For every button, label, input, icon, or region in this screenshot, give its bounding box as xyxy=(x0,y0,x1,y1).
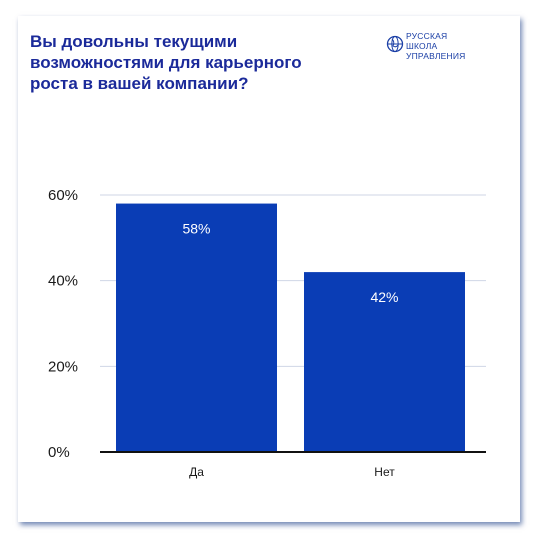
bar xyxy=(304,272,465,452)
bar-value-label: 42% xyxy=(370,289,398,305)
brand-logo: РУССКАЯ ШКОЛА УПРАВЛЕНИЯ xyxy=(386,31,486,67)
logo-line: РУССКАЯ xyxy=(406,31,448,41)
bar xyxy=(116,203,277,452)
y-tick-label: 20% xyxy=(48,358,78,375)
globe-logo-icon xyxy=(386,35,404,53)
y-tick-label: 60% xyxy=(48,187,78,204)
logo-line: ШКОЛА xyxy=(406,41,438,51)
x-tick-label: Нет xyxy=(374,465,395,479)
x-tick-label: Да xyxy=(189,465,204,479)
logo-line: УПРАВЛЕНИЯ xyxy=(406,51,466,61)
y-tick-label: 0% xyxy=(48,444,70,461)
chart-title: Вы довольны текущими возможностями для к… xyxy=(30,32,302,93)
y-tick-label: 40% xyxy=(48,273,78,290)
logo-wordmark: РУССКАЯ ШКОЛА УПРАВЛЕНИЯ xyxy=(406,31,466,61)
bar-value-label: 58% xyxy=(182,221,210,237)
